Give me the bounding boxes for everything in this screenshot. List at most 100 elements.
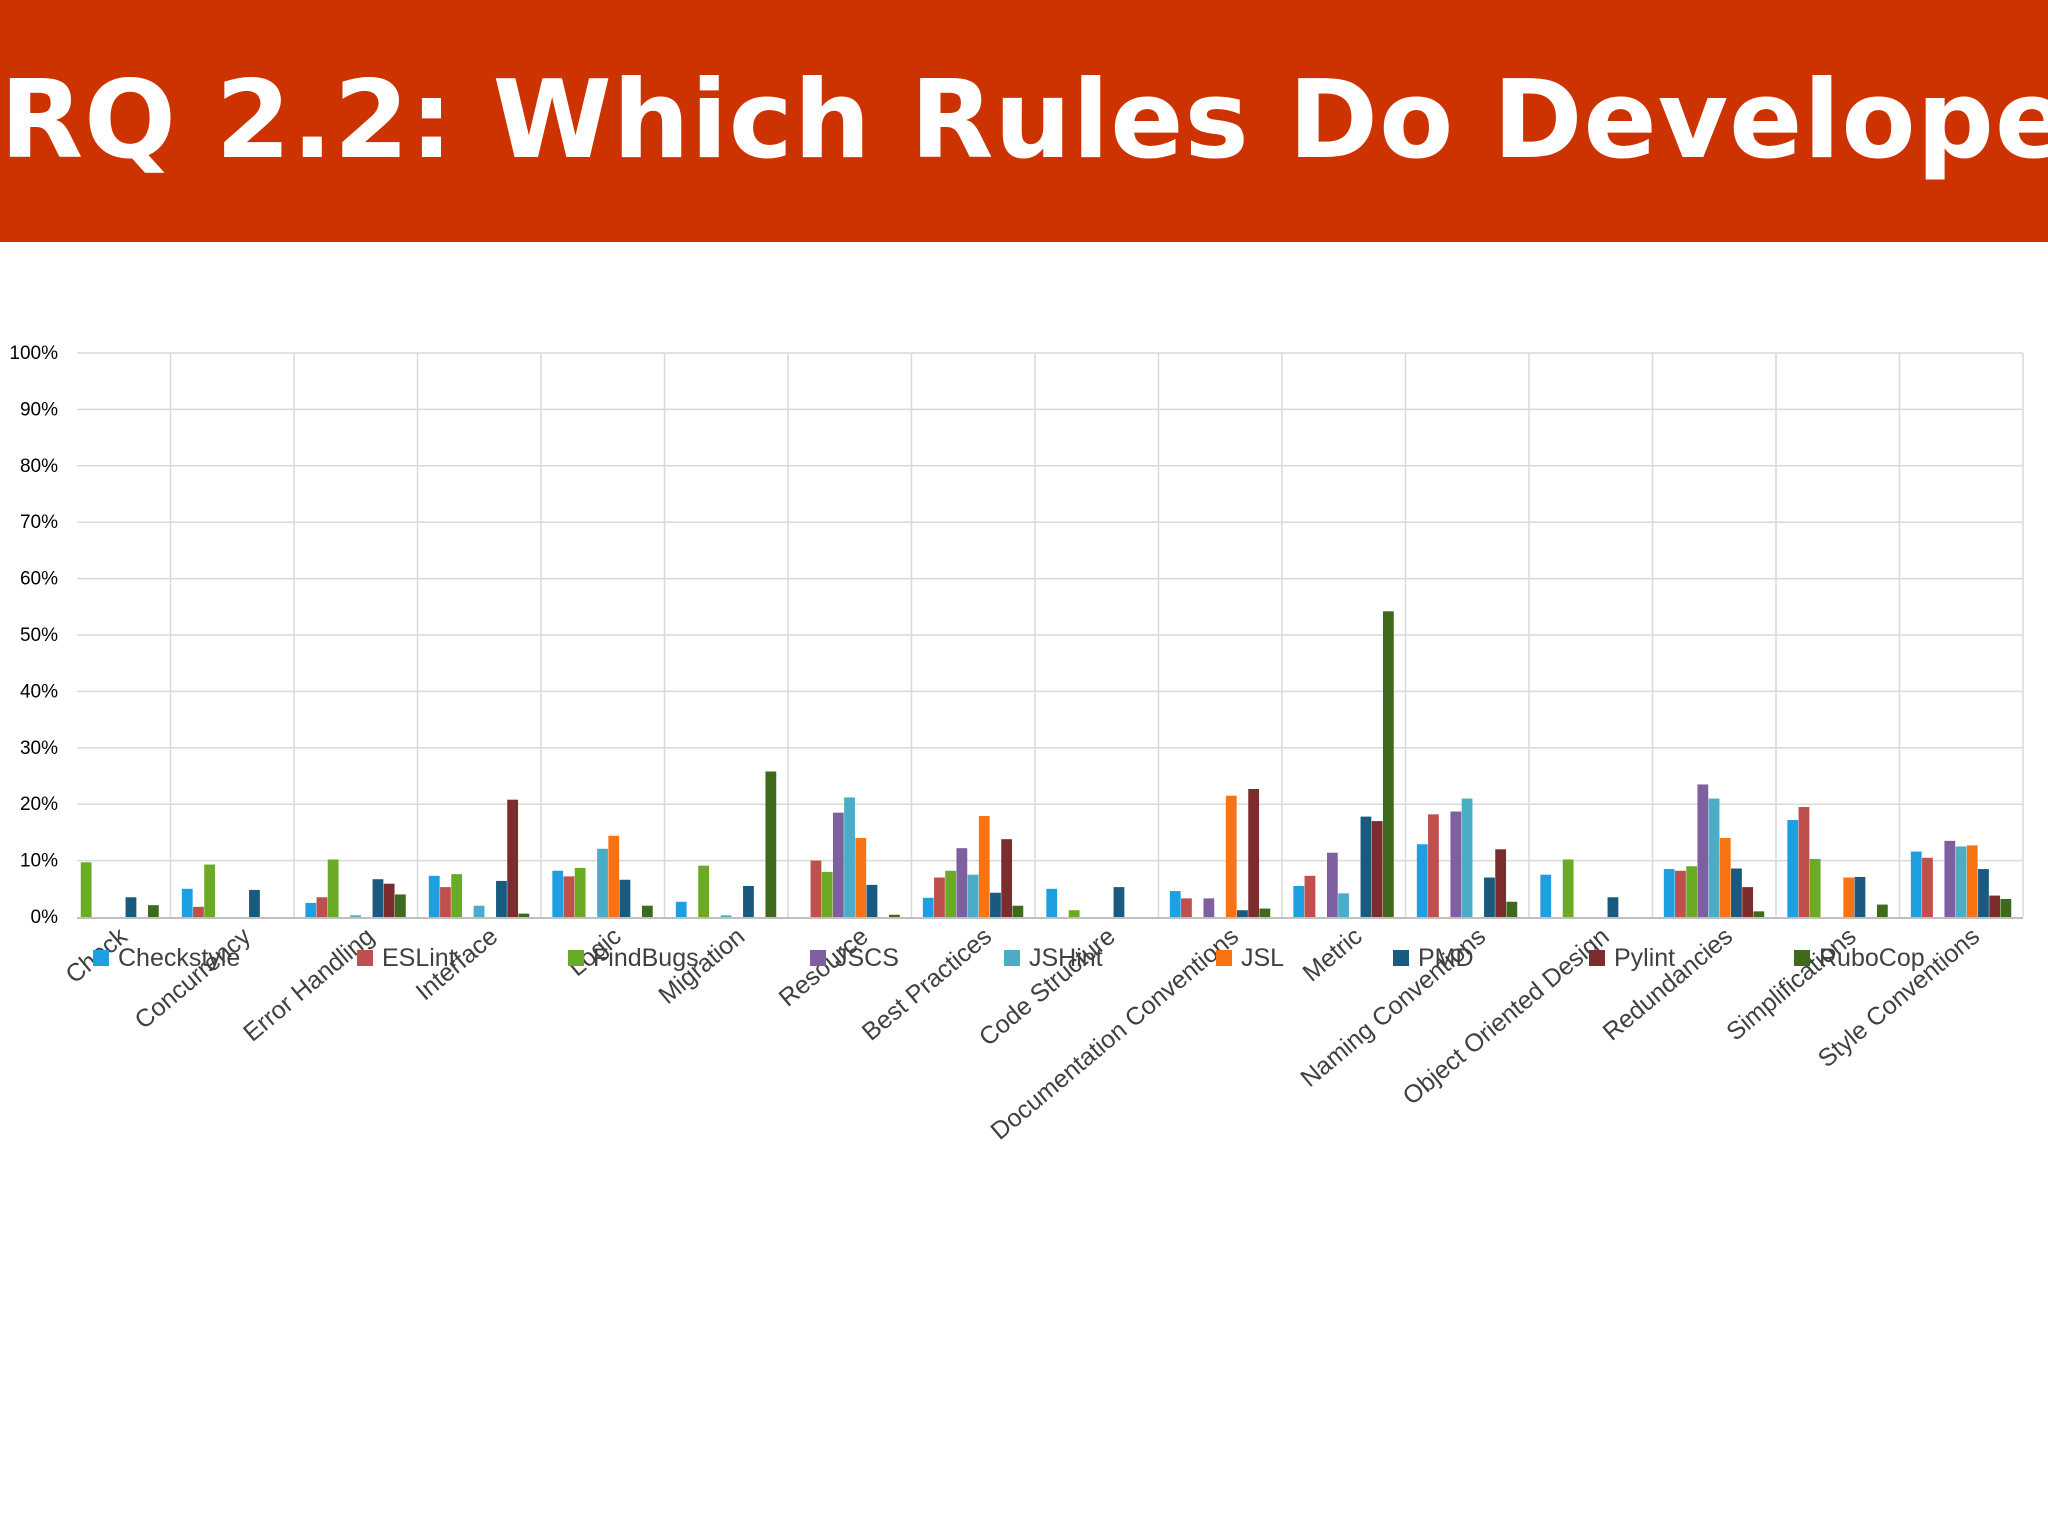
bar — [383, 883, 395, 917]
bar — [1225, 795, 1237, 917]
bar — [641, 905, 653, 917]
bar — [956, 848, 968, 917]
bar — [552, 870, 564, 917]
bar — [1742, 887, 1754, 917]
bar — [1113, 887, 1125, 917]
y-tick-label: 90% — [20, 399, 58, 420]
y-tick-label: 20% — [20, 794, 58, 815]
bar — [125, 897, 137, 917]
bar — [1506, 901, 1518, 917]
bar — [1001, 839, 1013, 917]
legend-swatch — [1004, 950, 1020, 966]
bar — [1675, 870, 1686, 917]
bar — [1326, 852, 1338, 917]
y-tick-label: 60% — [20, 569, 58, 590]
legend-label: ESLint — [382, 944, 456, 972]
x-tick-label: Documentation Conventions — [986, 922, 1245, 1145]
bar — [1428, 814, 1439, 917]
bar — [305, 902, 317, 917]
bar — [1978, 869, 1989, 917]
x-tick-label: Redundancies — [1598, 922, 1738, 1046]
bar — [675, 901, 687, 917]
bar — [888, 914, 900, 917]
bar — [1237, 910, 1248, 917]
bar — [1854, 876, 1866, 917]
bar — [428, 875, 440, 917]
y-tick-label: 10% — [20, 851, 58, 872]
legend-label: JSHint — [1029, 944, 1103, 972]
bar — [1012, 905, 1024, 917]
legend-label: Pylint — [1614, 944, 1675, 972]
grouped-bar-chart: 0% 10% 20% 30% 40% 50% 60% 70% 80% 90% 100% CheckC… — [0, 242, 2048, 1535]
bar — [866, 884, 878, 917]
legend-swatch — [1589, 950, 1605, 966]
bar — [597, 848, 608, 917]
bar — [765, 771, 777, 917]
bar — [1944, 840, 1956, 917]
bar — [821, 871, 833, 917]
bar — [1787, 819, 1799, 917]
y-tick-label: 70% — [20, 512, 58, 533]
bar — [496, 880, 507, 917]
bar — [327, 859, 339, 917]
bar — [1843, 877, 1855, 917]
gridlines — [77, 352, 2024, 917]
bar — [1338, 893, 1349, 917]
bar — [372, 879, 384, 917]
bar — [451, 874, 463, 917]
bar — [316, 897, 328, 917]
bar — [473, 905, 485, 917]
y-tick-label: 40% — [20, 681, 58, 702]
y-tick-label: 80% — [20, 456, 58, 477]
slide-title: RQ 2.2: Which Rules Do Developers Enable… — [0, 58, 2048, 183]
legend-swatch — [1216, 950, 1232, 966]
bar — [1450, 811, 1462, 917]
bar — [181, 888, 193, 917]
bar — [1382, 611, 1394, 917]
bar — [608, 835, 620, 917]
legend-label: PMD — [1418, 944, 1474, 972]
bar — [855, 838, 867, 917]
bar — [619, 879, 631, 917]
legend-swatch — [357, 950, 373, 966]
x-tick-label: Metric — [1297, 922, 1367, 987]
bar — [720, 915, 732, 917]
bar — [922, 897, 934, 917]
legend-label: Checkstyle — [118, 944, 240, 972]
bars — [80, 611, 2012, 917]
legend-swatch — [810, 950, 826, 966]
bar — [1607, 897, 1619, 917]
bar — [1697, 784, 1709, 917]
y-tick-label: 100% — [9, 343, 58, 364]
bar — [1540, 874, 1552, 917]
bar — [1461, 798, 1473, 917]
bar — [147, 905, 159, 917]
bar — [810, 860, 822, 917]
bar — [350, 915, 361, 917]
bar — [249, 889, 260, 917]
bar — [990, 892, 1001, 917]
bar — [1495, 849, 1507, 917]
bar — [1259, 908, 1271, 917]
y-tick-label: 50% — [20, 625, 58, 646]
bar — [204, 864, 216, 917]
legend: Checkstyle ESLint FindBugs JSCS JSHint JSL PMD… — [93, 944, 1925, 972]
bar — [1809, 858, 1821, 917]
bar — [1753, 911, 1765, 917]
bar — [967, 874, 979, 917]
legend-label: JSL — [1241, 944, 1284, 972]
bar — [1169, 891, 1181, 917]
bar — [698, 865, 710, 917]
bar — [394, 894, 406, 917]
bar — [832, 812, 844, 917]
x-tick-label: Error Handling — [238, 922, 379, 1047]
bar — [563, 876, 575, 917]
bar — [1562, 859, 1574, 917]
bar — [1989, 895, 2001, 917]
y-tick-label: 0% — [31, 907, 59, 928]
bar — [1293, 885, 1305, 917]
bar — [1046, 888, 1058, 917]
bar — [1416, 844, 1428, 917]
bar — [1248, 788, 1260, 917]
bar — [1955, 846, 1967, 917]
